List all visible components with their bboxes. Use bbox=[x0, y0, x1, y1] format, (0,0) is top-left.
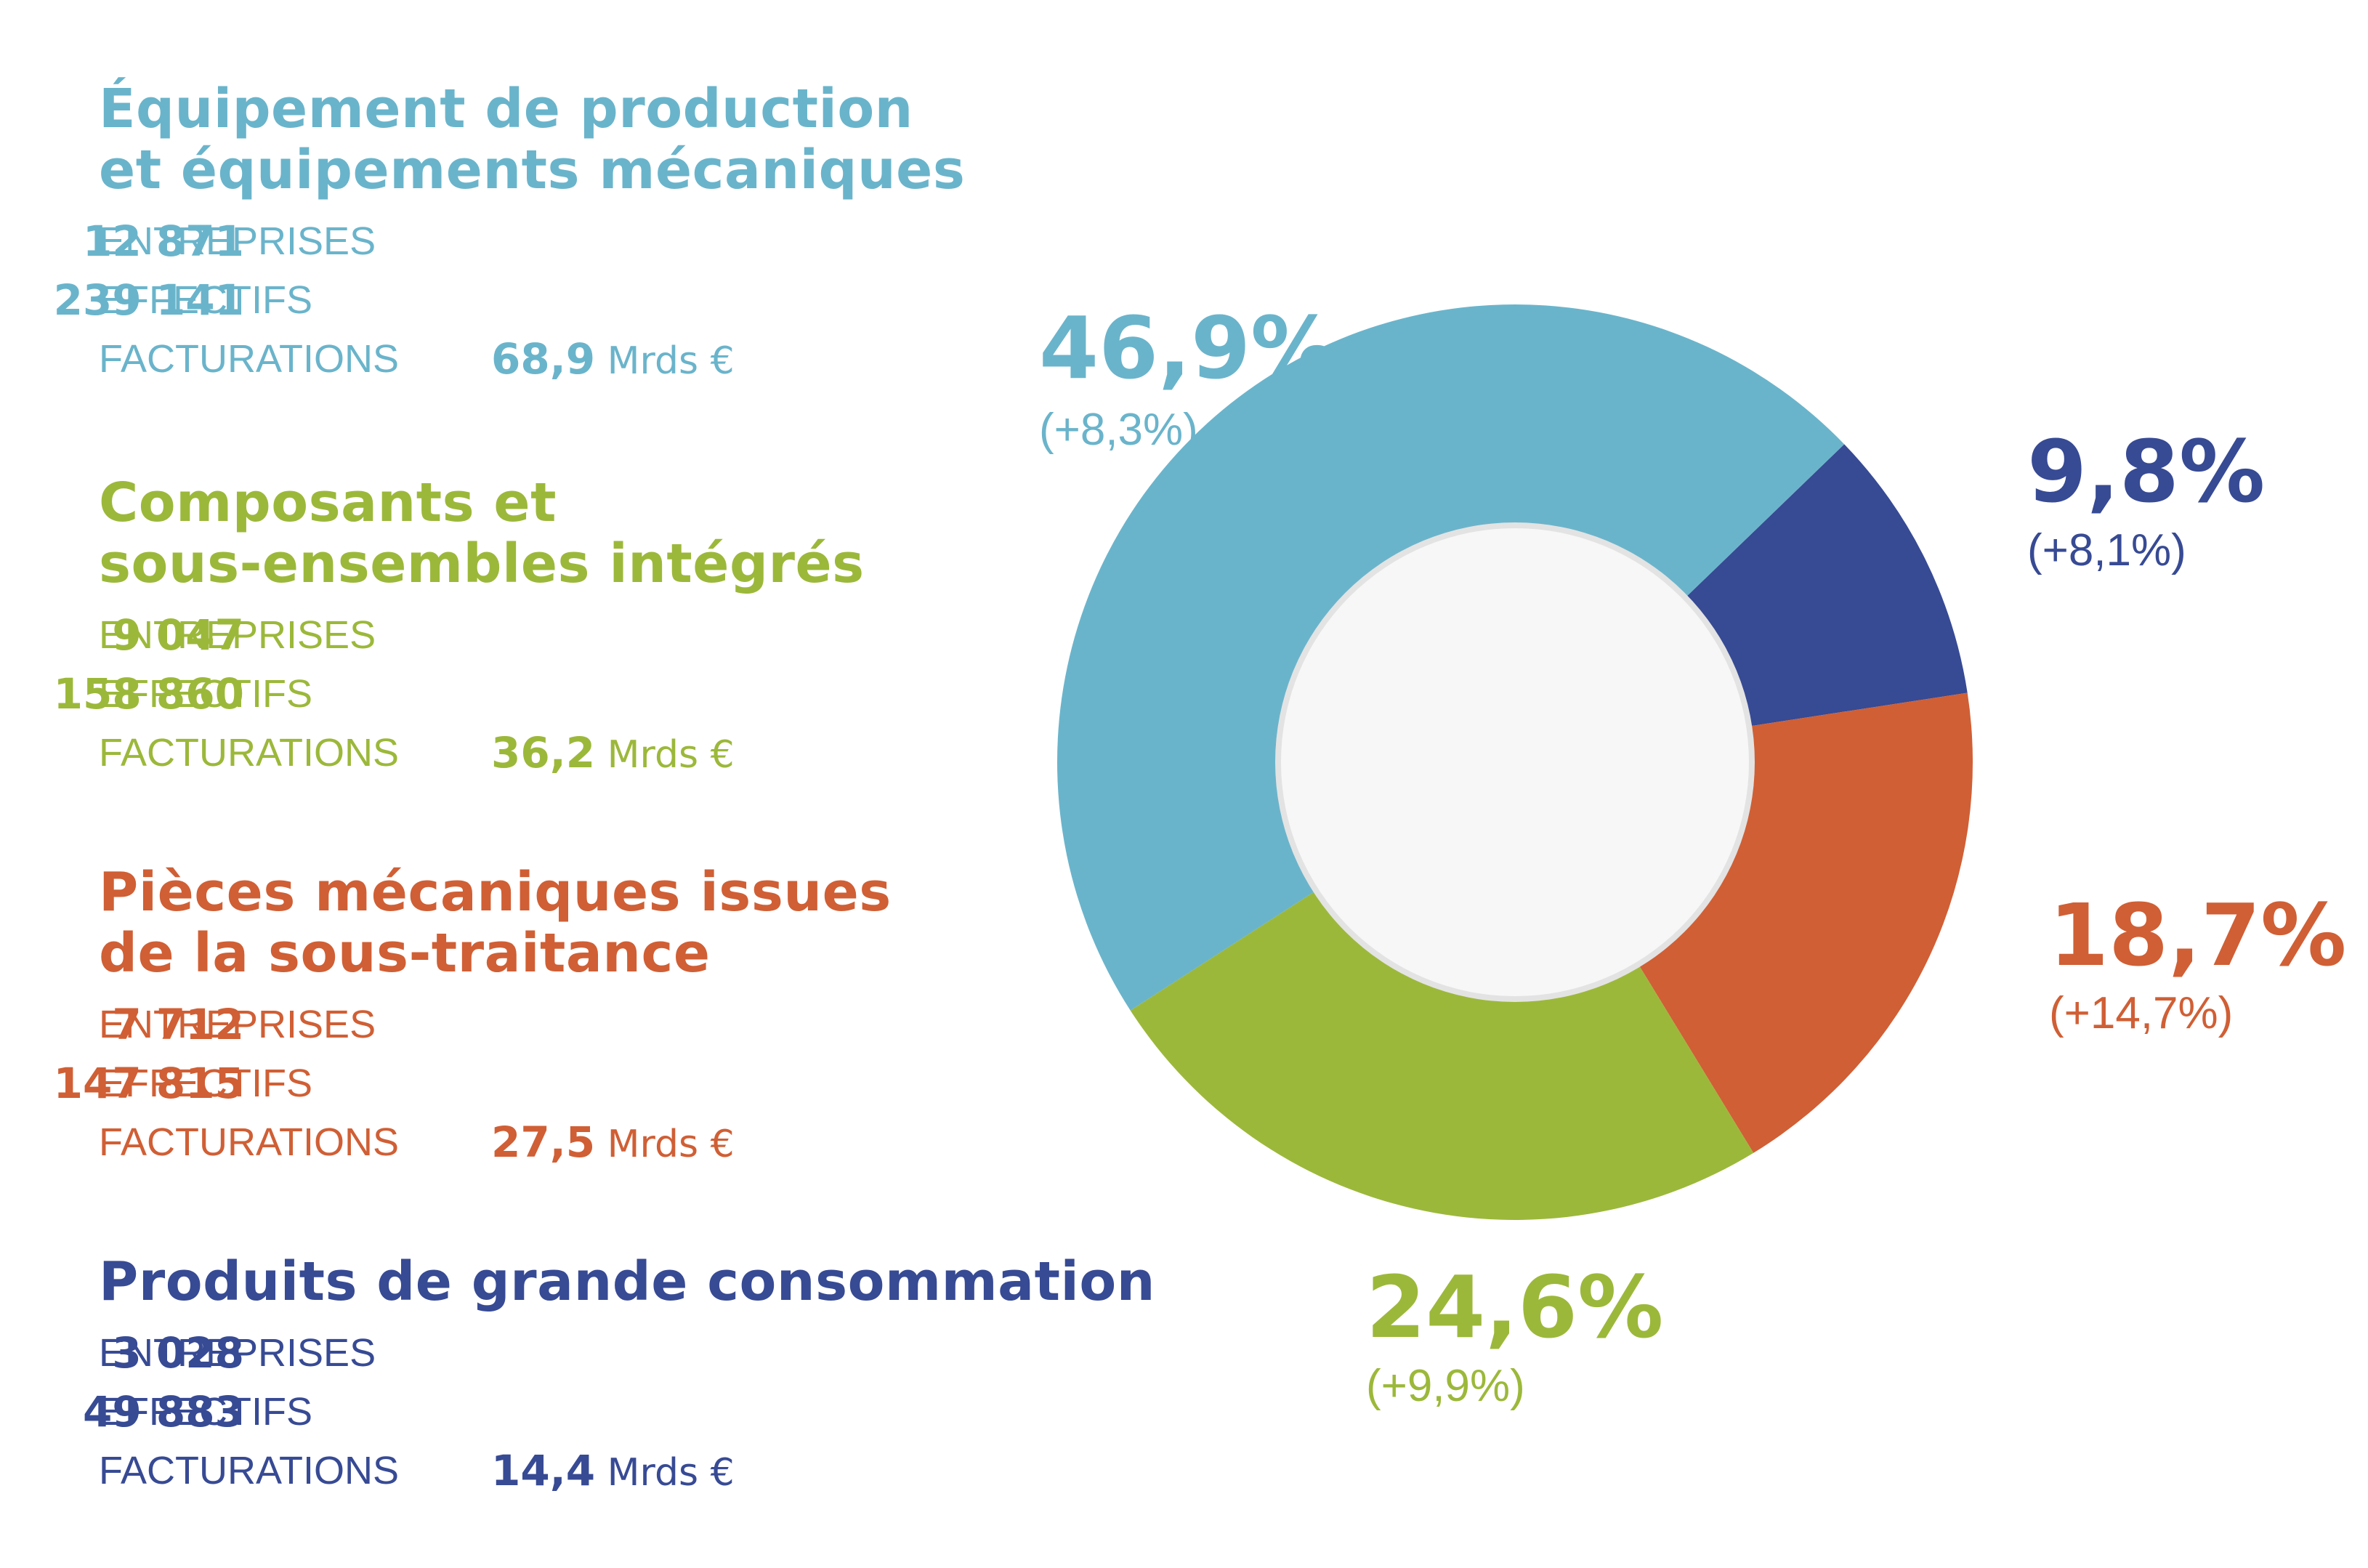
stats-block: ENTREPRISES 12 871 EFFECTIFS 239 141 FAC… bbox=[54, 212, 735, 389]
facturations-value: 14,4 Mrds € bbox=[491, 1442, 735, 1503]
facturations-amount: 36,2 bbox=[491, 728, 596, 777]
effectifs-label: EFFECTIFS bbox=[99, 278, 312, 322]
category-title: Pièces mécaniques issues de la sous-trai… bbox=[99, 862, 892, 984]
facturations-label: FACTURATIONS bbox=[99, 731, 400, 775]
category-title-line2: de la sous-traitance bbox=[99, 922, 711, 985]
facturations-row: FACTURATIONS 68,9 Mrds € bbox=[99, 330, 735, 389]
facturations-amount: 27,5 bbox=[491, 1118, 596, 1167]
effectifs-value: 49 883 bbox=[83, 1387, 244, 1436]
facturations-label: FACTURATIONS bbox=[99, 1449, 400, 1492]
entreprises-row: ENTREPRISES 3 028 bbox=[99, 1324, 582, 1383]
effectifs-label: EFFECTIFS bbox=[99, 1390, 312, 1434]
donut-hole bbox=[1281, 528, 1749, 996]
effectifs-value: 158 860 bbox=[53, 669, 244, 719]
category-equipement: Équipement de production et équipements … bbox=[54, 78, 965, 389]
entreprises-value: 7 712 bbox=[112, 1000, 244, 1049]
stats-block: ENTREPRISES 3 028 EFFECTIFS 49 883 FACTU… bbox=[83, 1324, 735, 1500]
category-title: Équipement de production et équipements … bbox=[99, 78, 965, 201]
facturations-row: FACTURATIONS 36,2 Mrds € bbox=[99, 724, 735, 783]
donut-labels: 9,8%(+8,1%) 18,7%(+14,7%) 24,6%(+9,9%) 46,9… bbox=[1039, 298, 2346, 1411]
entreprises-row: ENTREPRISES 7 712 bbox=[99, 995, 582, 1054]
facturations-row: FACTURATIONS 27,5 Mrds € bbox=[99, 1113, 735, 1172]
entreprises-label: ENTREPRISES bbox=[99, 219, 376, 263]
entreprises-row: ENTREPRISES 12 871 bbox=[83, 212, 582, 271]
entreprises-label: ENTREPRISES bbox=[99, 613, 376, 657]
effectifs-row: EFFECTIFS 147 815 bbox=[54, 1054, 582, 1113]
effectifs-row: EFFECTIFS 239 141 bbox=[54, 271, 582, 330]
facturations-unit: Mrds € bbox=[607, 1123, 735, 1166]
effectifs-row: EFFECTIFS 49 883 bbox=[83, 1383, 582, 1442]
facturations-amount: 14,4 bbox=[491, 1446, 596, 1495]
donut-slice-composants bbox=[1130, 762, 1754, 1221]
facturations-unit: Mrds € bbox=[607, 339, 735, 383]
effectifs-value: 239 141 bbox=[53, 275, 244, 325]
entreprises-label: ENTREPRISES bbox=[99, 1331, 376, 1375]
effectifs-row: EFFECTIFS 158 860 bbox=[54, 665, 582, 724]
category-title-line2: et équipements mécaniques bbox=[99, 139, 966, 201]
effectifs-label: EFFECTIFS bbox=[99, 672, 312, 716]
category-title-line1: Pièces mécaniques issues bbox=[99, 861, 892, 924]
facturations-amount: 68,9 bbox=[491, 334, 596, 384]
category-composants: Composants et sous-ensembles intégrés EN… bbox=[54, 472, 865, 783]
facturations-value: 27,5 Mrds € bbox=[491, 1113, 735, 1174]
slice-change-pieces: (+14,7%) bbox=[2049, 988, 2233, 1038]
facturations-value: 36,2 Mrds € bbox=[491, 724, 735, 785]
slice-percent-equipement: 46,9% bbox=[1039, 298, 1336, 398]
facturations-label: FACTURATIONS bbox=[99, 1120, 400, 1164]
category-title-line1: Équipement de production bbox=[99, 78, 913, 140]
slice-percent-composants: 24,6% bbox=[1366, 1257, 1663, 1357]
entreprises-value: 12 871 bbox=[83, 217, 244, 266]
facturations-label: FACTURATIONS bbox=[99, 337, 400, 381]
category-title: Composants et sous-ensembles intégrés bbox=[99, 472, 865, 594]
entreprises-value: 3 028 bbox=[112, 1328, 244, 1378]
entreprises-value: 9 047 bbox=[112, 610, 244, 660]
facturations-unit: Mrds € bbox=[607, 733, 735, 777]
facturations-row: FACTURATIONS 14,4 Mrds € bbox=[99, 1442, 735, 1500]
entreprises-row: ENTREPRISES 9 047 bbox=[99, 606, 582, 665]
facturations-unit: Mrds € bbox=[607, 1451, 735, 1495]
stats-block: ENTREPRISES 7 712 EFFECTIFS 147 815 FACT… bbox=[54, 995, 735, 1172]
category-produits: Produits de grande consommation ENTREPRI… bbox=[83, 1251, 1155, 1500]
category-title-line2: sous-ensembles intégrés bbox=[99, 533, 865, 595]
category-pieces: Pièces mécaniques issues de la sous-trai… bbox=[54, 862, 892, 1172]
slice-change-produits: (+8,1%) bbox=[2027, 525, 2186, 575]
slice-percent-pieces: 18,7% bbox=[2049, 885, 2346, 985]
facturations-value: 68,9 Mrds € bbox=[491, 330, 735, 391]
category-title: Produits de grande consommation bbox=[99, 1251, 1155, 1312]
slice-percent-produits: 9,8% bbox=[2027, 421, 2265, 522]
entreprises-label: ENTREPRISES bbox=[99, 1003, 376, 1046]
effectifs-label: EFFECTIFS bbox=[99, 1062, 312, 1105]
slice-change-composants: (+9,9%) bbox=[1366, 1361, 1525, 1411]
category-title-line1: Composants et bbox=[99, 472, 557, 534]
stats-block: ENTREPRISES 9 047 EFFECTIFS 158 860 FACT… bbox=[54, 606, 735, 783]
slice-change-equipement: (+8,3%) bbox=[1039, 405, 1198, 455]
category-title-line1: Produits de grande consommation bbox=[99, 1250, 1155, 1313]
effectifs-value: 147 815 bbox=[53, 1059, 244, 1108]
